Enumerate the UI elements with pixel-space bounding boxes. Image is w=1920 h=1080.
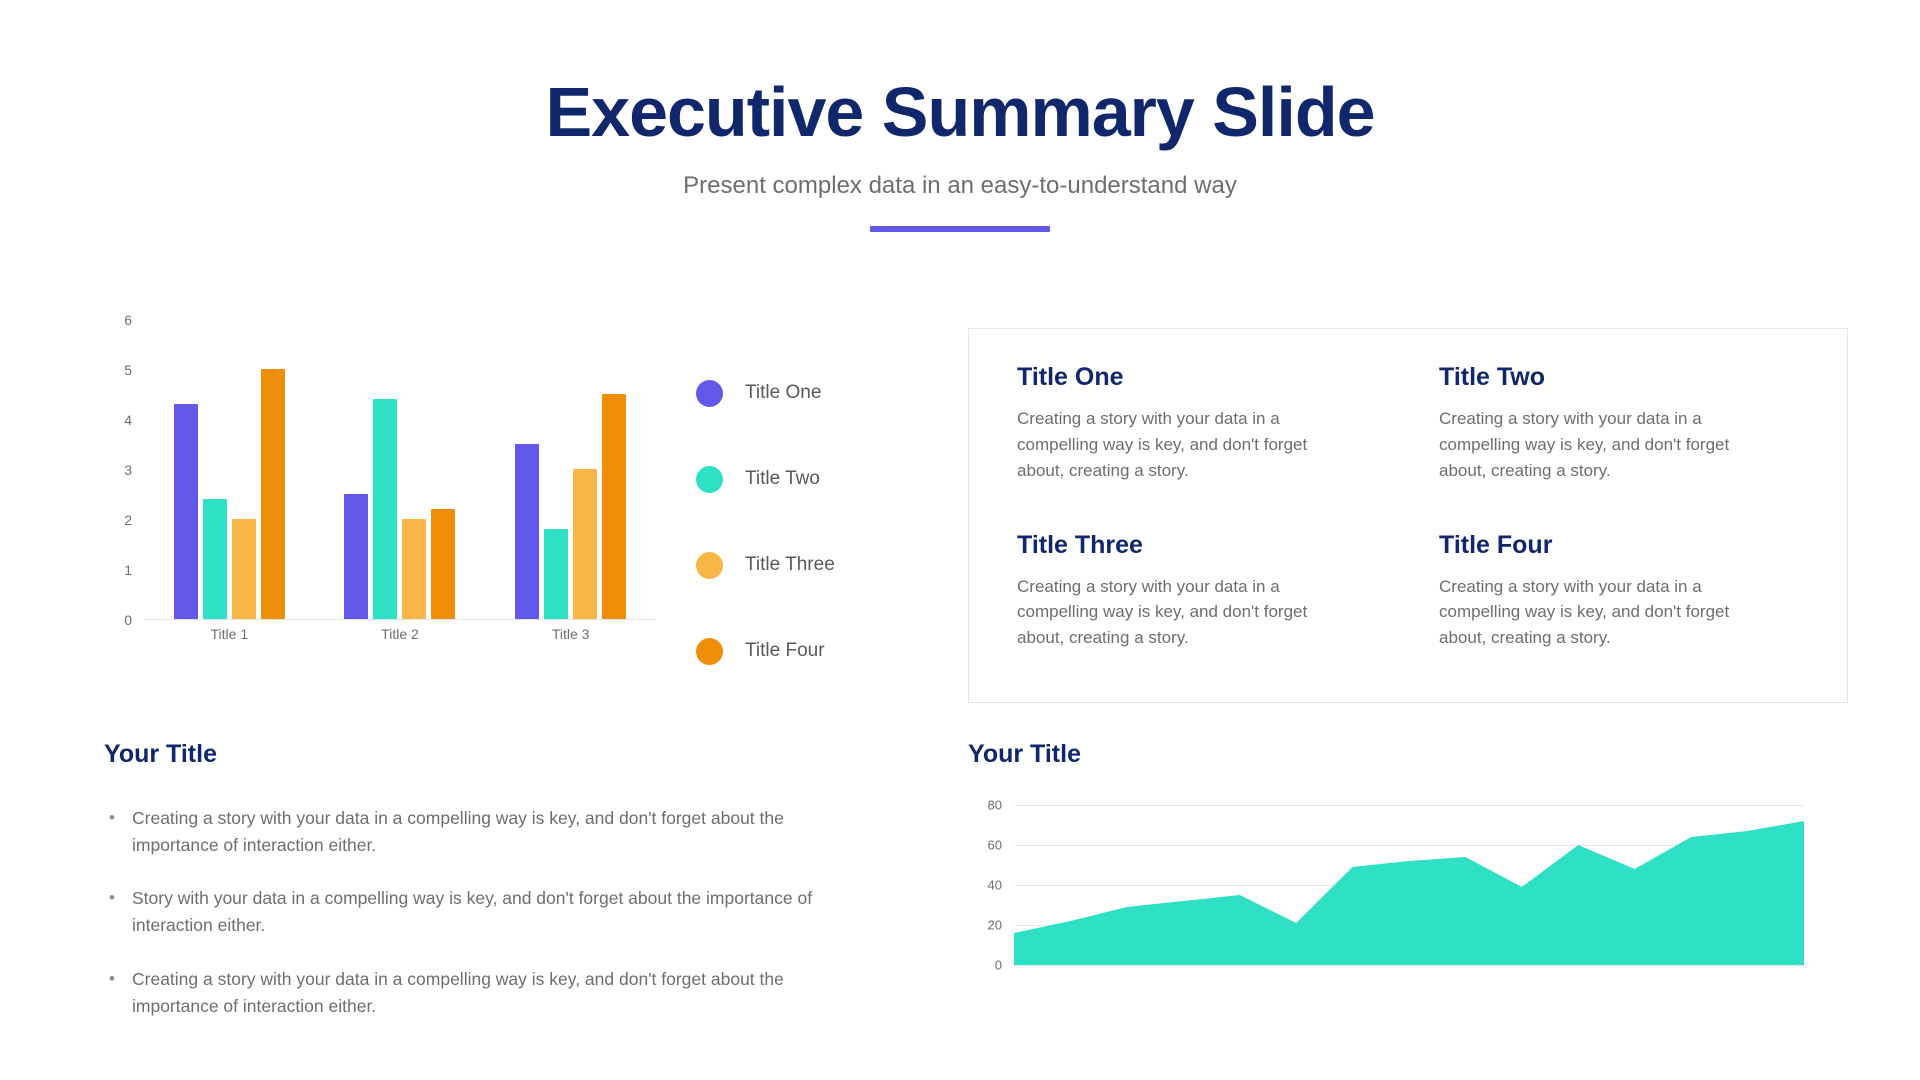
bar-chart-x-tick: Title 2: [381, 626, 419, 642]
info-card-text: Creating a story with your data in a com…: [1017, 409, 1308, 480]
bullet-item-text: Story with your data in a compelling way…: [132, 888, 813, 936]
legend-item-label: Title Two: [745, 468, 820, 489]
bullet-item: • Story with your data in a compelling wa…: [104, 885, 904, 939]
bar-chart-x-tick: Title 3: [551, 626, 590, 642]
bar-chart-y-tick: 3: [124, 462, 132, 478]
bullet-item: • Creating a story with your data in a co…: [104, 805, 904, 859]
bar-chart-y-tick: 5: [124, 362, 132, 378]
bar-chart-y-tick: 6: [124, 312, 132, 328]
area-chart-block: Your Title 0 20 40 60 80: [968, 740, 1818, 990]
bullets-list: • Creating a story with your data in a co…: [104, 805, 904, 1020]
area-chart-y-tick: 20: [987, 917, 1002, 933]
bar-chart-plot-area: [144, 320, 656, 620]
cards-panel: Title One Creating a story with your data…: [968, 328, 1848, 703]
bar-chart-x-axis: Title 1 Title 2 Title 3: [144, 626, 656, 642]
bullets-block: Your Title • Creating a story with your d…: [104, 740, 904, 1046]
area-chart-y-tick: 40: [987, 877, 1002, 893]
area-chart: 0 20 40 60 80: [968, 798, 1808, 990]
bar-group: [173, 320, 285, 619]
info-card-text: Creating a story with your data in a com…: [1439, 409, 1730, 480]
bar[interactable]: [173, 404, 198, 619]
info-card: Title Three Creating a story with your da…: [1017, 531, 1381, 673]
bar[interactable]: [573, 469, 598, 619]
bar-chart-y-tick: 1: [124, 562, 132, 578]
bar-group: [344, 320, 456, 619]
bullets-section-title: Your Title: [104, 740, 217, 768]
slide-header: Executive Summary Slide Present complex …: [0, 0, 1920, 232]
bar[interactable]: [202, 499, 227, 619]
info-card-title: Title Three: [1017, 530, 1143, 559]
legend-item-label: Title Four: [745, 640, 825, 661]
legend-dot-icon: [696, 465, 723, 493]
area-chart-gridline: [1014, 805, 1804, 806]
legend-item-label: Title One: [745, 382, 822, 403]
legend-item[interactable]: Title Three: [696, 522, 896, 608]
area-chart-series: [1014, 821, 1804, 965]
bar[interactable]: [260, 369, 285, 619]
area-chart-gridline: [1014, 845, 1804, 846]
info-card: Title One Creating a story with your data…: [1017, 363, 1381, 505]
bar-chart-x-tick: Title 1: [210, 626, 249, 642]
area-chart-fill: [1014, 821, 1804, 965]
legend-item-label: Title Three: [745, 554, 835, 575]
info-card-text: Creating a story with your data in a com…: [1017, 576, 1308, 648]
bar[interactable]: [544, 529, 569, 619]
legend-dot-icon: [696, 551, 723, 579]
bar-chart-y-tick: 4: [124, 412, 132, 428]
info-card-title: Title Four: [1439, 530, 1553, 559]
area-chart-y-tick: 0: [994, 957, 1002, 973]
legend-dot-icon: [696, 379, 723, 407]
info-card: Title Four Creating a story with your dat…: [1439, 531, 1803, 673]
page-subtitle: Present complex data in an easy-to-under…: [683, 171, 1237, 199]
bar[interactable]: [431, 509, 456, 619]
bar[interactable]: [373, 399, 398, 619]
bar-chart-legend: Title One Title Two Title Three Title Four: [696, 350, 896, 694]
area-section-title: Your Title: [968, 740, 1081, 768]
page-title: Executive Summary Slide: [545, 73, 1375, 151]
area-chart-plot-area: [1014, 805, 1804, 966]
area-chart-y-tick: 80: [987, 797, 1002, 813]
bar[interactable]: [602, 394, 627, 619]
info-card-title: Title Two: [1439, 363, 1546, 391]
bullet-marker-icon: •: [109, 808, 115, 827]
area-chart-y-axis: 0 20 40 60 80: [968, 798, 1002, 973]
title-divider: [870, 225, 1050, 232]
bar-chart: 0 1 2 3 4 5 6 Title 1 Title 2 Title 3: [96, 312, 656, 650]
bar[interactable]: [344, 494, 369, 619]
bullet-item-text: Creating a story with your data in a com…: [132, 968, 784, 1016]
legend-item[interactable]: Title Two: [696, 436, 896, 522]
bar[interactable]: [402, 519, 427, 619]
bar-chart-y-axis: 0 1 2 3 4 5 6: [96, 312, 132, 628]
legend-item[interactable]: Title One: [696, 350, 896, 436]
bar-chart-y-tick: 2: [124, 512, 132, 528]
info-card: Title Two Creating a story with your data…: [1439, 363, 1803, 505]
bar-group: [515, 320, 627, 619]
legend-item[interactable]: Title Four: [696, 608, 896, 694]
bullet-item-text: Creating a story with your data in a com…: [132, 808, 784, 856]
bullet-marker-icon: •: [109, 888, 115, 908]
info-card-text: Creating a story with your data in a com…: [1439, 576, 1730, 648]
area-chart-gridline: [1014, 965, 1804, 966]
bar[interactable]: [515, 444, 540, 619]
bullet-item: • Creating a story with your data in a co…: [104, 966, 904, 1020]
legend-dot-icon: [696, 637, 723, 665]
bar-chart-y-tick: 0: [124, 612, 132, 628]
bullet-marker-icon: •: [109, 968, 115, 988]
bar[interactable]: [231, 519, 256, 619]
area-chart-y-tick: 60: [987, 837, 1002, 853]
info-card-title: Title One: [1017, 363, 1124, 391]
